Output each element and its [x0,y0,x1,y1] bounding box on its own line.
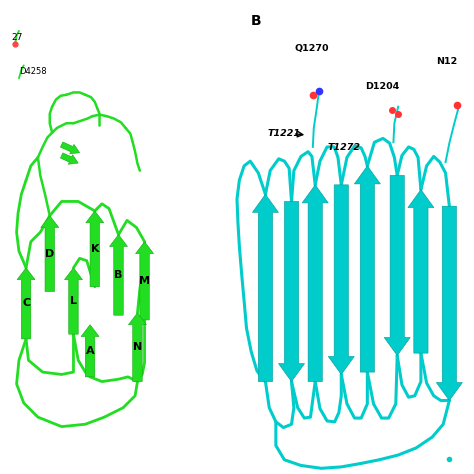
FancyArrow shape [354,166,380,372]
FancyArrow shape [302,185,328,382]
FancyArrow shape [128,313,146,382]
FancyArrow shape [384,175,410,356]
FancyArrow shape [41,216,59,292]
FancyArrow shape [64,268,82,334]
FancyArrow shape [436,206,462,401]
Text: Q1270: Q1270 [295,44,329,53]
FancyArrow shape [252,194,279,382]
FancyArrow shape [408,190,434,353]
FancyArrow shape [109,235,128,315]
FancyArrow shape [61,142,80,154]
Text: T1272: T1272 [328,144,361,152]
FancyArrow shape [279,201,304,382]
Text: B: B [114,270,123,280]
Text: K: K [91,244,99,254]
Text: T1221: T1221 [268,129,301,138]
FancyArrow shape [86,211,104,287]
FancyArrow shape [328,185,354,374]
FancyArrow shape [61,153,78,164]
Text: D4258: D4258 [19,67,46,75]
Text: L: L [70,296,77,306]
Text: B: B [251,14,262,28]
FancyArrow shape [136,242,154,320]
Text: D: D [45,248,55,259]
Text: A: A [86,346,94,356]
Text: D1204: D1204 [365,82,399,91]
Text: N: N [133,342,142,352]
Text: C: C [22,298,30,309]
FancyArrow shape [17,268,35,339]
FancyArrow shape [81,325,99,377]
Text: M: M [139,276,150,286]
Text: N12: N12 [436,57,457,66]
Text: 27: 27 [12,34,23,42]
